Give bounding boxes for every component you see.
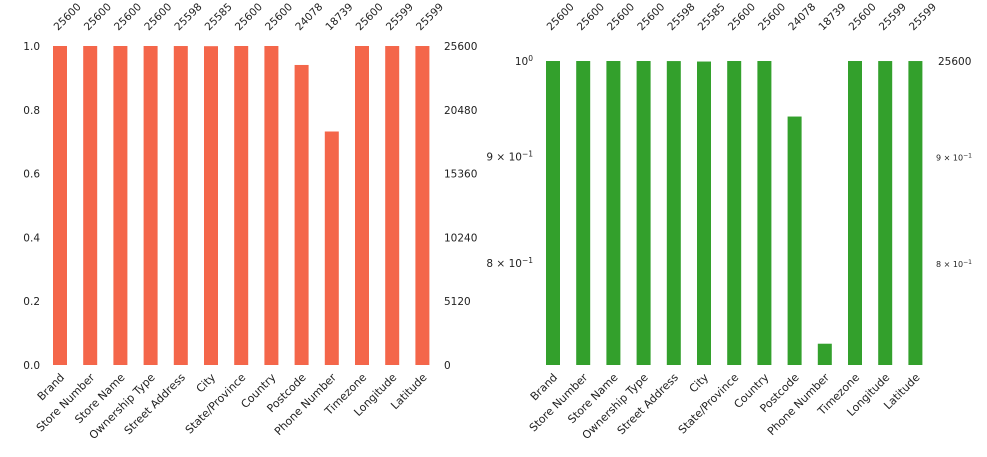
count-label-country: 25600 bbox=[263, 1, 295, 33]
right-tick-label: 25600 bbox=[938, 56, 971, 68]
right-tick-label: 8 × 10−1 bbox=[936, 259, 972, 269]
right-tick-label: 15360 bbox=[444, 169, 477, 181]
count-label-store-name: 25600 bbox=[112, 1, 144, 33]
count-label-street-address: 25598 bbox=[665, 1, 697, 33]
count-label-store-number: 25600 bbox=[82, 1, 114, 33]
left-tick-label: 0.6 bbox=[23, 169, 40, 181]
bar-store-number bbox=[576, 61, 591, 365]
right-tick-label: 0 bbox=[444, 360, 451, 372]
left-tick-label: 1.0 bbox=[23, 41, 40, 53]
bar-country bbox=[264, 46, 279, 365]
bar-postcode bbox=[787, 116, 802, 365]
bar-longitude bbox=[385, 46, 400, 366]
count-label-city: 25585 bbox=[696, 1, 728, 33]
count-label-timezone: 25600 bbox=[354, 1, 386, 33]
bar-city bbox=[697, 61, 711, 365]
bar-latitude bbox=[415, 46, 430, 366]
left-tick-label: 0.4 bbox=[23, 232, 40, 244]
left-tick-label: 9 × 10−1 bbox=[486, 149, 533, 163]
bar-timezone bbox=[848, 61, 862, 365]
count-label-latitude: 25599 bbox=[414, 1, 446, 33]
bar-store-number bbox=[83, 46, 98, 365]
right-tick-label: 9 × 10−1 bbox=[936, 152, 972, 162]
bar-state-province bbox=[234, 46, 249, 365]
count-label-longitude: 25599 bbox=[877, 1, 909, 33]
count-label-state-province: 25600 bbox=[233, 1, 265, 33]
count-label-store-number: 25600 bbox=[575, 1, 607, 33]
bar-ownership-type bbox=[143, 46, 158, 365]
bar-store-name bbox=[606, 61, 621, 365]
bar-ownership-type bbox=[636, 61, 651, 365]
count-label-street-address: 25598 bbox=[172, 1, 204, 33]
bar-country bbox=[757, 61, 772, 365]
count-label-brand: 25600 bbox=[52, 1, 84, 33]
bar-store-name bbox=[113, 46, 128, 365]
bar-street-address bbox=[666, 61, 681, 365]
left-tick-label: 0.0 bbox=[23, 360, 40, 372]
count-label-postcode: 24078 bbox=[293, 1, 325, 33]
bar-longitude bbox=[878, 61, 893, 365]
count-label-latitude: 25599 bbox=[907, 1, 939, 33]
bar-street-address bbox=[173, 46, 188, 365]
category-label-city: City bbox=[194, 371, 219, 396]
right-tick-label: 20480 bbox=[444, 105, 477, 117]
count-label-timezone: 25600 bbox=[847, 1, 879, 33]
left-tick-label: 0.8 bbox=[23, 105, 40, 117]
bar-postcode bbox=[294, 64, 309, 365]
right-tick-label: 10240 bbox=[444, 232, 477, 244]
left-tick-label: 8 × 10−1 bbox=[486, 256, 533, 270]
count-label-ownership-type: 25600 bbox=[635, 1, 667, 33]
left-tick-label: 0.2 bbox=[23, 296, 40, 308]
count-label-longitude: 25599 bbox=[384, 1, 416, 33]
count-label-phone-number: 18739 bbox=[323, 1, 355, 33]
right-tick-label: 25600 bbox=[444, 41, 477, 53]
count-label-phone-number: 18739 bbox=[816, 1, 848, 33]
bar-brand bbox=[53, 46, 67, 365]
count-label-state-province: 25600 bbox=[726, 1, 758, 33]
bar-latitude bbox=[908, 61, 923, 365]
right-tick-label: 5120 bbox=[444, 296, 471, 308]
bar-timezone bbox=[355, 46, 369, 365]
count-label-brand: 25600 bbox=[545, 1, 577, 33]
count-label-ownership-type: 25600 bbox=[142, 1, 174, 33]
count-label-store-name: 25600 bbox=[605, 1, 637, 33]
count-label-postcode: 24078 bbox=[786, 1, 818, 33]
bar-brand bbox=[546, 61, 560, 365]
bar-phone-number bbox=[817, 343, 832, 365]
bar-state-province bbox=[727, 61, 742, 365]
left-tick-label: 100 bbox=[515, 54, 533, 68]
category-label-city: City bbox=[687, 371, 712, 396]
count-label-country: 25600 bbox=[756, 1, 788, 33]
bar-city bbox=[204, 46, 218, 365]
count-label-city: 25585 bbox=[203, 1, 235, 33]
bar-phone-number bbox=[324, 131, 339, 365]
